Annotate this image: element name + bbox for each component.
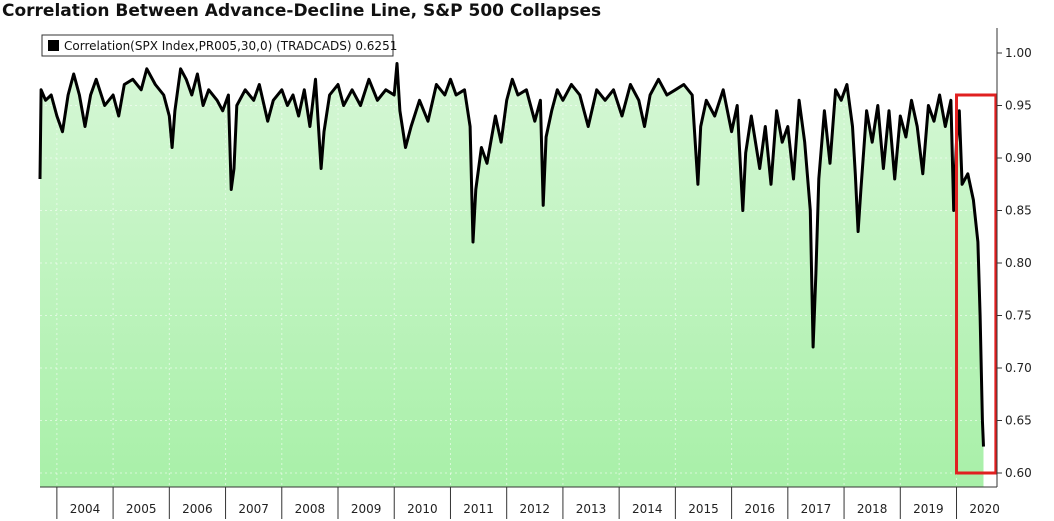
x-tick-label: 2016 — [744, 502, 775, 516]
y-tick-label: 0.80 — [1005, 256, 1032, 270]
x-tick-label: 2006 — [182, 502, 213, 516]
series-line — [38, 62, 985, 447]
x-tick-label: 2014 — [632, 502, 663, 516]
x-tick-label: 2019 — [913, 502, 944, 516]
y-tick-label: 0.75 — [1005, 309, 1032, 323]
y-tick-label: 0.65 — [1005, 414, 1032, 428]
x-tick-label: 2017 — [801, 502, 832, 516]
legend: Correlation(SPX Index,PR005,30,0) (TRADC… — [41, 34, 397, 57]
x-tick-label: 2007 — [238, 502, 269, 516]
y-tick-label: 0.85 — [1005, 204, 1032, 218]
x-tick-label: 2020 — [969, 502, 1000, 516]
x-tick-label: 2013 — [576, 502, 607, 516]
highlight-box — [955, 93, 998, 475]
x-tick-label: 2009 — [351, 502, 382, 516]
chart-title: Correlation Between Advance-Decline Line… — [2, 1, 602, 21]
legend-box — [41, 34, 394, 57]
x-tick-label: 2015 — [688, 502, 719, 516]
y-tick-label: 0.95 — [1005, 99, 1032, 113]
x-tick-label: 2005 — [126, 502, 157, 516]
x-tick-label: 2004 — [70, 502, 101, 516]
y-tick-label: 0.60 — [1005, 466, 1032, 480]
x-tick-label: 2018 — [857, 502, 888, 516]
x-tick-label: 2012 — [520, 502, 551, 516]
y-tick-label: 0.70 — [1005, 361, 1032, 375]
y-axis: 1.00 0.95 0.90 0.85 0.80 0.75 0.70 0.65 0.60 — [997, 46, 1032, 480]
legend-label: Correlation(SPX Index,PR005,30,0) (TRADC… — [64, 39, 397, 53]
x-tick-label: 2008 — [295, 502, 326, 516]
y-tick-label: 0.90 — [1005, 151, 1032, 165]
legend-swatch — [48, 40, 59, 51]
y-tick-label: 1.00 — [1005, 46, 1032, 60]
x-tick-label: 2010 — [407, 502, 438, 516]
x-tick-label: 2011 — [463, 502, 494, 516]
x-axis: 2004 2005 2006 2007 2008 2009 2010 2011 2012 2013… — [56, 487, 1000, 519]
series-area-fill — [40, 63, 984, 487]
